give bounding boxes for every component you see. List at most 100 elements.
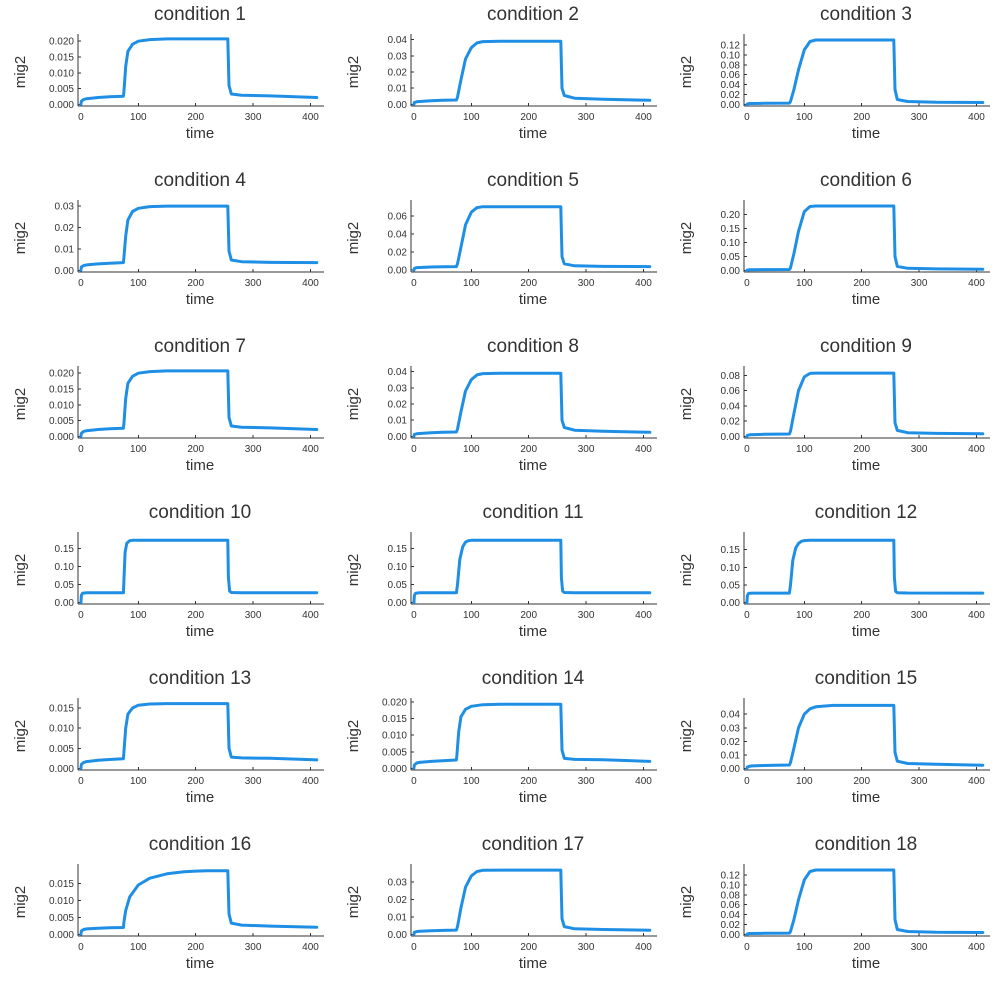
x-tick-label: 100: [796, 942, 813, 953]
x-tick-label: 200: [853, 444, 870, 455]
series-line: [745, 38, 985, 106]
y-tick-label: 0.02: [388, 400, 408, 411]
chart-svg: condition 8 0 100 200 300 400 0.00 0.01 0.02 0.03…: [345, 336, 657, 474]
y-tick-label: 0.03: [388, 877, 408, 888]
x-tick-label: 0: [411, 112, 417, 123]
y-axis-label: mig2: [345, 554, 362, 587]
x-tick-label: 300: [578, 610, 595, 621]
chart-svg: condition 12 0 100 200 300 400 0.00 0.05 0.10 0.1…: [678, 502, 990, 640]
y-tick-label: 0.02: [388, 68, 408, 79]
chart-svg: condition 7 0 100 200 300 400 0.000 0.005 0.010 0…: [12, 336, 324, 474]
x-tick-label: 400: [968, 942, 985, 953]
y-tick-label: 0.00: [388, 432, 408, 443]
x-tick-label: 0: [744, 278, 750, 289]
y-tick-label: 0.15: [388, 544, 408, 555]
x-tick-label: 100: [130, 278, 147, 289]
y-tick-label: 0.15: [721, 224, 741, 235]
chart-svg: condition 15 0 100 200 300 400 0.00 0.01 0.02 0.0…: [678, 668, 990, 806]
x-tick-label: 0: [78, 278, 84, 289]
series-line: [745, 703, 985, 771]
y-tick-label: 0.10: [721, 238, 741, 249]
x-tick-label: 100: [463, 444, 480, 455]
x-tick-label: 100: [463, 942, 480, 953]
y-tick-label: 0.010: [49, 896, 74, 907]
x-tick-label: 200: [853, 942, 870, 953]
x-tick-label: 0: [744, 112, 750, 123]
series-line: [79, 869, 319, 936]
x-axis-label: time: [519, 623, 547, 640]
y-axis-label: mig2: [12, 720, 29, 753]
series-line: [412, 39, 652, 106]
x-axis-label: time: [852, 623, 880, 640]
y-axis-label: mig2: [345, 222, 362, 255]
x-tick-label: 200: [187, 942, 204, 953]
x-tick-label: 100: [796, 776, 813, 787]
y-tick-label: 0.020: [49, 369, 74, 380]
chart-svg: condition 9 0 100 200 300 400 0.00 0.02 0.04 0.06…: [678, 336, 990, 474]
y-tick-label: 0.000: [49, 764, 74, 775]
y-tick-label: 0.01: [388, 84, 408, 95]
chart-title: condition 3: [820, 4, 912, 25]
chart-svg: condition 4 0 100 200 300 400 0.00 0.01 0.02 0.03…: [12, 170, 324, 308]
chart-panel: condition 14 0 100 200 300 400 0.000 0.005 0.010…: [333, 664, 666, 830]
x-tick-label: 400: [635, 776, 652, 787]
x-tick-label: 300: [245, 610, 262, 621]
chart-panel: condition 1 0 100 200 300 400 0.000 0.005 0.010 0…: [0, 0, 333, 166]
chart-panel: condition 17 0 100 200 300 400 0.00 0.01 0.02 0.0…: [333, 830, 666, 996]
x-tick-label: 300: [578, 112, 595, 123]
y-tick-label: 0.12: [721, 40, 741, 51]
x-tick-label: 300: [578, 444, 595, 455]
y-tick-label: 0.010: [49, 724, 74, 735]
chart-title: condition 12: [815, 502, 917, 523]
x-tick-label: 0: [411, 942, 417, 953]
chart-svg: condition 13 0 100 200 300 400 0.000 0.005 0.010…: [12, 668, 324, 806]
y-tick-label: 0.08: [721, 371, 741, 382]
x-axis-label: time: [186, 291, 214, 308]
y-tick-label: 0.10: [721, 880, 741, 891]
y-tick-label: 0.00: [721, 764, 741, 775]
chart-title: condition 11: [482, 502, 583, 523]
series-line: [412, 371, 652, 438]
y-tick-label: 0.00: [388, 100, 408, 111]
y-tick-label: 0.06: [721, 70, 741, 81]
x-tick-label: 200: [853, 610, 870, 621]
y-tick-label: 0.05: [388, 580, 408, 591]
y-tick-label: 0.03: [388, 383, 408, 394]
x-tick-label: 400: [302, 942, 319, 953]
y-axis-label: mig2: [345, 388, 362, 421]
x-tick-label: 300: [578, 776, 595, 787]
y-axis-label: mig2: [678, 554, 695, 587]
x-axis-label: time: [519, 955, 547, 972]
y-tick-label: 0.10: [721, 50, 741, 61]
x-tick-label: 100: [130, 112, 147, 123]
y-tick-label: 0.02: [721, 920, 741, 931]
x-axis-label: time: [852, 955, 880, 972]
y-tick-label: 0.00: [388, 930, 408, 941]
x-tick-label: 0: [78, 112, 84, 123]
y-tick-label: 0.00: [55, 266, 75, 277]
y-tick-label: 0.00: [721, 266, 741, 277]
x-tick-label: 0: [744, 776, 750, 787]
y-tick-label: 0.020: [49, 37, 74, 48]
x-tick-label: 200: [853, 776, 870, 787]
x-tick-label: 400: [635, 610, 652, 621]
x-tick-label: 100: [130, 942, 147, 953]
y-axis-label: mig2: [12, 56, 29, 89]
y-tick-label: 0.02: [55, 223, 75, 234]
chart-panel: condition 12 0 100 200 300 400 0.00 0.05 0.10 0.1…: [666, 498, 999, 664]
x-tick-label: 400: [968, 112, 985, 123]
x-tick-label: 100: [796, 278, 813, 289]
x-tick-label: 100: [130, 444, 147, 455]
x-tick-label: 200: [187, 610, 204, 621]
series-line: [412, 868, 652, 936]
x-tick-label: 0: [78, 942, 84, 953]
x-tick-label: 200: [520, 444, 537, 455]
chart-title: condition 7: [154, 336, 246, 357]
y-tick-label: 0.10: [388, 562, 408, 573]
y-tick-label: 0.12: [721, 870, 741, 881]
x-tick-label: 400: [635, 444, 652, 455]
x-tick-label: 0: [411, 776, 417, 787]
chart-svg: condition 3 0 100 200 300 400 0.000.020.040.06…: [678, 4, 990, 142]
x-tick-label: 100: [463, 776, 480, 787]
y-axis-label: mig2: [678, 222, 695, 255]
